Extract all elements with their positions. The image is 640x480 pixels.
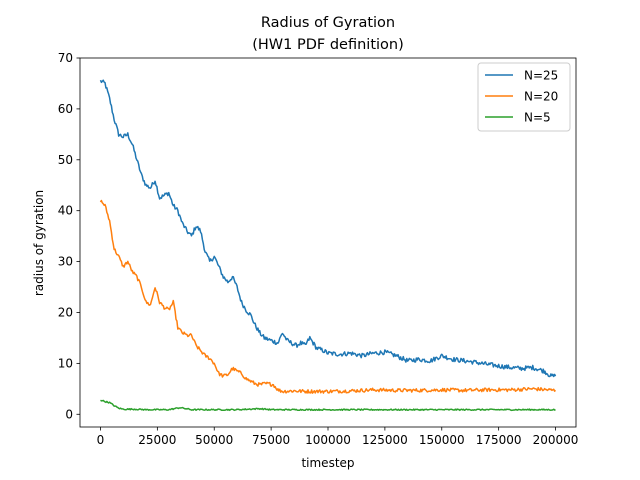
y-tick-label: 10 <box>58 356 73 370</box>
y-tick-label: 60 <box>58 102 73 116</box>
plot-area: 0 25000 50000 75000 100000 125000 150000 175000… <box>58 51 579 447</box>
y-tick-label: 30 <box>58 255 73 269</box>
chart-title-line1: Radius of Gyration <box>261 15 395 31</box>
x-tick-label: 100000 <box>305 433 351 447</box>
x-tick-label: 200000 <box>533 433 579 447</box>
chart-title-line2: (HW1 PDF definition) <box>252 37 404 53</box>
x-axis-label: timestep <box>301 456 354 470</box>
series-line-n5 <box>100 399 556 412</box>
y-axis-label: radius of gyration <box>32 190 46 296</box>
x-tick-label: 125000 <box>362 433 408 447</box>
y-tick-label: 0 <box>65 407 73 421</box>
legend-box <box>477 62 571 132</box>
series-line-n20 <box>99 199 557 394</box>
legend: N=25 N=20 N=5 <box>477 62 571 132</box>
x-tick-label: 75000 <box>252 433 290 447</box>
x-tick-label: 0 <box>97 433 105 447</box>
y-tick-label: 70 <box>58 51 73 65</box>
legend-label-n25: N=25 <box>524 69 558 83</box>
legend-label-n20: N=20 <box>524 90 558 104</box>
series-line-n25 <box>99 79 557 378</box>
y-tick-label: 40 <box>58 204 73 218</box>
x-tick-label: 50000 <box>195 433 233 447</box>
x-tick-label: 175000 <box>476 433 522 447</box>
y-tick-label: 20 <box>58 305 73 319</box>
x-tick-label: 25000 <box>138 433 176 447</box>
y-tick-label: 50 <box>58 153 73 167</box>
legend-label-n5: N=5 <box>524 111 551 125</box>
x-tick-label: 150000 <box>419 433 465 447</box>
